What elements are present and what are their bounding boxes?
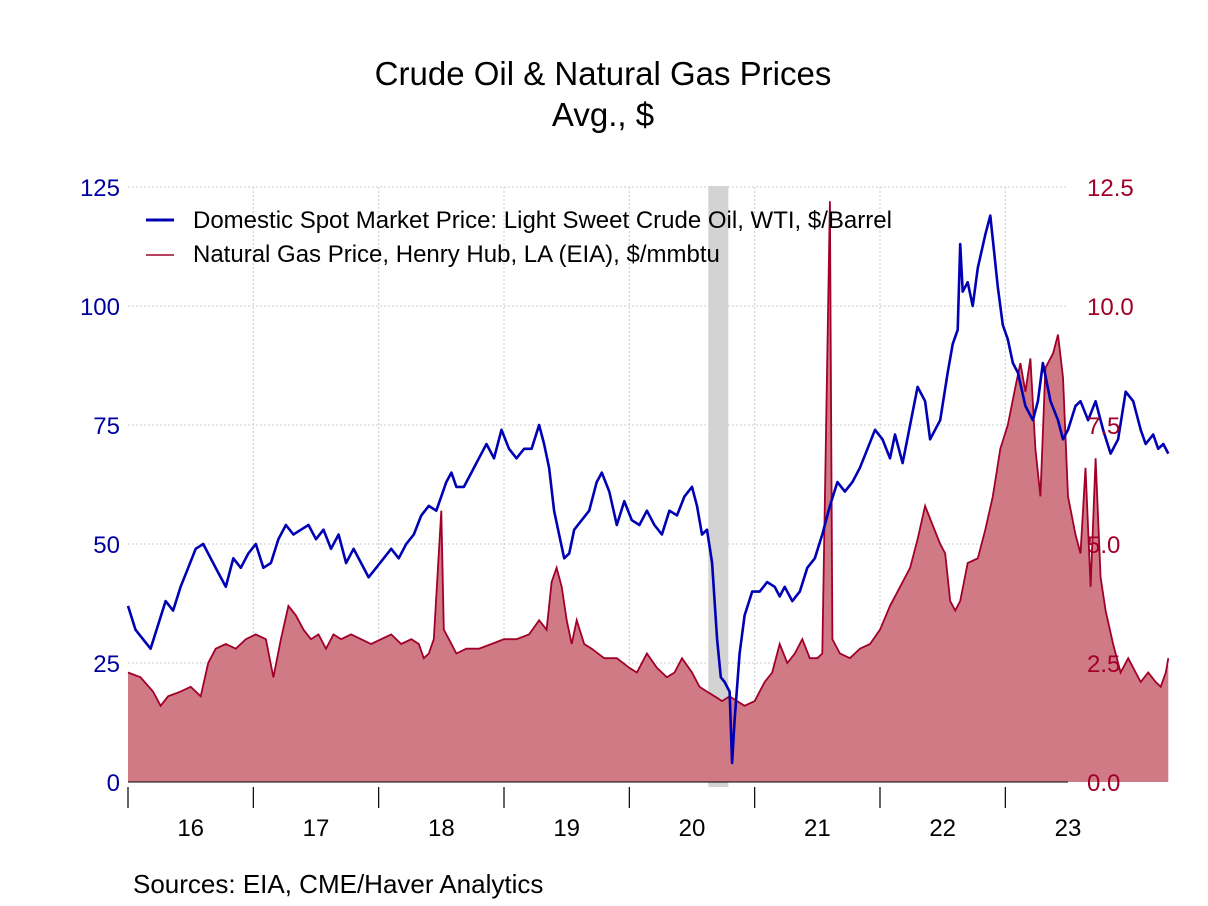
x-tick-label: 19	[553, 815, 580, 842]
oil-price-line	[126, 214, 1170, 765]
legend-label-gas: Natural Gas Price, Henry Hub, LA (EIA), …	[193, 241, 720, 268]
left-axis-label: 25	[93, 651, 120, 678]
left-axis-ticks: 0 25 50 75 100 125	[80, 175, 120, 797]
chart-subtitle: Avg., $	[552, 96, 654, 133]
right-axis-label: 0.0	[1087, 770, 1120, 797]
recession-band	[708, 186, 729, 787]
left-axis-label: 0	[107, 770, 120, 797]
legend-label-oil: Domestic Spot Market Price: Light Sweet …	[193, 207, 892, 234]
right-axis-label: 12.5	[1087, 175, 1134, 202]
x-axis-ticks: 16 17 18 19 20 21 22 23	[127, 787, 1082, 842]
left-axis-label: 75	[93, 413, 120, 440]
left-axis-label: 125	[80, 175, 120, 202]
legend: Domestic Spot Market Price: Light Sweet …	[146, 207, 892, 268]
x-tick-label: 20	[679, 815, 706, 842]
x-tick-label: 23	[1055, 815, 1082, 842]
chart-title: Crude Oil & Natural Gas Prices	[375, 55, 832, 92]
right-axis-label: 2.5	[1087, 651, 1120, 678]
x-tick-label: 16	[177, 815, 204, 842]
x-tick-label: 18	[428, 815, 455, 842]
right-axis-ticks: 0.0 2.5 5.0 7.5 10.0 12.5	[1087, 175, 1134, 797]
left-axis-label: 100	[80, 294, 120, 321]
right-axis-label: 10.0	[1087, 294, 1134, 321]
x-tick-label: 22	[929, 815, 956, 842]
right-axis-label: 5.0	[1087, 532, 1120, 559]
left-axis-label: 50	[93, 532, 120, 559]
right-axis-label: 7.5	[1087, 413, 1120, 440]
x-tick-label: 17	[303, 815, 330, 842]
gas-price-line	[127, 201, 1170, 708]
x-tick-label: 21	[804, 815, 831, 842]
source-note: Sources: EIA, CME/Haver Analytics	[133, 869, 543, 899]
